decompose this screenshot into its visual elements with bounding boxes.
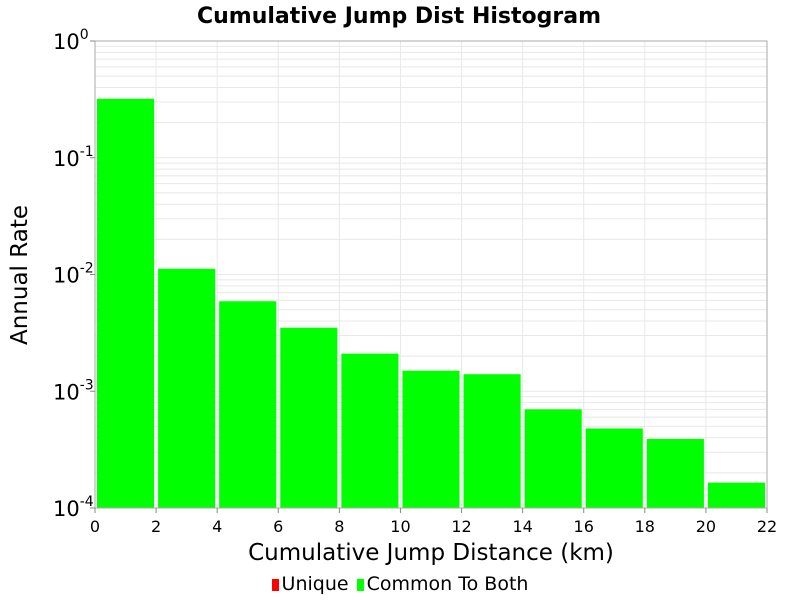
- y-tick-base: 10: [53, 30, 80, 54]
- bar-common-6: [463, 374, 521, 508]
- legend-label-unique: Unique: [281, 573, 349, 595]
- y-tick-label: 10-2: [53, 261, 94, 288]
- legend-label-common: Common To Both: [366, 573, 529, 595]
- bar-common-4: [341, 353, 399, 508]
- legend-swatch-common: [356, 579, 364, 591]
- chart-title: Cumulative Jump Dist Histogram: [197, 4, 601, 29]
- legend-swatch-unique: [271, 579, 279, 591]
- x-axis-label: Cumulative Jump Distance (km): [248, 540, 614, 566]
- bar-common-7: [524, 409, 582, 508]
- y-tick-exponent: -1: [80, 144, 94, 160]
- y-tick-base: 10: [53, 147, 80, 171]
- x-tick-label: 8: [334, 517, 344, 536]
- x-tick-label: 18: [635, 517, 655, 536]
- bar-common-9: [646, 438, 704, 508]
- bar-common-2: [219, 301, 277, 508]
- y-tick-label: 10-3: [53, 377, 94, 404]
- x-tick-label: 4: [212, 517, 222, 536]
- bar-common-8: [585, 428, 643, 508]
- x-tick-label: 6: [273, 517, 283, 536]
- x-tick-label: 22: [757, 517, 777, 536]
- y-tick-exponent: -2: [80, 261, 94, 277]
- y-tick-label: 10-4: [53, 494, 94, 521]
- legend: Unique Common To Both: [0, 573, 800, 595]
- y-tick-base: 10: [53, 264, 80, 288]
- bar-common-3: [280, 327, 338, 508]
- x-tick-label: 16: [574, 517, 594, 536]
- x-tick-label: 14: [512, 517, 532, 536]
- bar-common-10: [707, 482, 765, 508]
- y-tick-base: 10: [53, 380, 80, 404]
- x-tick-label: 2: [151, 517, 161, 536]
- x-tick-label: 10: [390, 517, 410, 536]
- x-tick-label: 12: [451, 517, 471, 536]
- y-tick-exponent: -3: [80, 377, 94, 393]
- x-axis-ticks: 0 2 4 6 8 10 12 14 16 18 20 22: [90, 508, 777, 536]
- legend-item-unique: Unique: [271, 573, 349, 595]
- y-tick-exponent: -4: [80, 494, 94, 510]
- bar-common-0: [97, 98, 155, 508]
- bars: [97, 98, 765, 508]
- x-tick-label: 20: [696, 517, 716, 536]
- y-tick-exponent: 0: [80, 27, 89, 43]
- y-tick-base: 10: [53, 497, 80, 521]
- bar-common-5: [402, 370, 460, 508]
- x-tick-label: 0: [90, 517, 100, 536]
- bar-common-1: [158, 268, 216, 508]
- legend-item-common: Common To Both: [356, 573, 529, 595]
- y-tick-label: 10-1: [53, 144, 94, 171]
- y-tick-label: 100: [53, 27, 89, 54]
- y-axis-label: Annual Rate: [7, 205, 33, 345]
